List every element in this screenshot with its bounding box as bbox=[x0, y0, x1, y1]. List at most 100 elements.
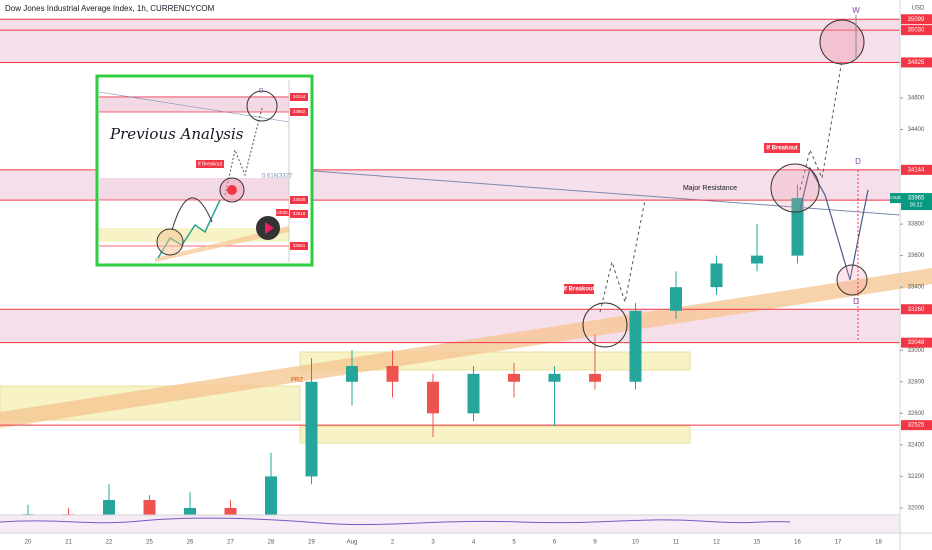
x-tick-label: 5 bbox=[512, 540, 516, 546]
candle-body bbox=[710, 263, 723, 288]
y-tick-label: 32400 bbox=[908, 442, 925, 448]
badge bbox=[564, 284, 594, 294]
y-tick-label: 32800 bbox=[908, 379, 925, 385]
price-tag bbox=[901, 25, 932, 36]
price-tag-text: 33260 bbox=[908, 307, 925, 313]
price-tag bbox=[901, 14, 932, 25]
x-tick-label: 26 bbox=[187, 540, 194, 546]
y-tick-label: 32200 bbox=[908, 474, 925, 480]
inset-tag bbox=[290, 242, 308, 250]
inset-tag-text: 32561 bbox=[293, 243, 306, 248]
axis: 32000 32200 32400 32600 32800 33000 33400 33600… bbox=[25, 14, 932, 546]
wave-label: D bbox=[855, 157, 861, 166]
x-tick-label: 11 bbox=[673, 540, 680, 546]
candle-body bbox=[265, 476, 277, 515]
zone bbox=[0, 309, 900, 343]
x-tick-label: 6 bbox=[553, 540, 557, 546]
badge bbox=[764, 143, 800, 153]
x-tick-label: 29 bbox=[308, 540, 315, 546]
prz-box bbox=[299, 425, 691, 444]
wave-label: D bbox=[853, 297, 859, 306]
trend-band bbox=[0, 268, 932, 428]
x-tick-label: 10 bbox=[632, 540, 639, 546]
candle-body bbox=[589, 373, 601, 382]
x-tick-label: 27 bbox=[227, 540, 234, 546]
x-tick-label: 28 bbox=[268, 540, 275, 546]
inset-tag-text: 32918 bbox=[293, 211, 306, 216]
y-tick-label: 33400 bbox=[908, 285, 925, 291]
inset-label: D bbox=[259, 89, 264, 95]
price-tag-text: 32525 bbox=[908, 423, 925, 429]
candle-body bbox=[629, 310, 642, 382]
price-tag bbox=[901, 304, 932, 315]
inset-tag bbox=[290, 196, 308, 204]
price-tag-text: 34825 bbox=[908, 60, 925, 66]
current-symbol-tag bbox=[890, 193, 902, 204]
candle-body bbox=[305, 381, 318, 477]
inset: Previous Analysis If Breakout D 0.618(33… bbox=[95, 74, 314, 267]
current-symbol: US30 bbox=[890, 195, 902, 200]
x-tick-label: 17 bbox=[835, 540, 842, 546]
x-tick-label: 3 bbox=[431, 540, 435, 546]
x-tick-label: 16 bbox=[794, 540, 801, 546]
y-tick-label: 34600 bbox=[908, 96, 925, 102]
x-tick-label: 25 bbox=[146, 540, 153, 546]
axis-unit: USD bbox=[912, 6, 925, 12]
levels bbox=[0, 18, 900, 426]
inset-tag-text: 33952 bbox=[293, 109, 306, 114]
indicator-pane bbox=[0, 514, 932, 534]
badge-text: If Breakout bbox=[766, 146, 797, 152]
inset-tag bbox=[290, 108, 308, 116]
x-tick-label: Aug bbox=[347, 540, 358, 546]
candle-body bbox=[670, 287, 682, 311]
inset-tag bbox=[290, 210, 308, 218]
current-price: 33965 bbox=[908, 196, 925, 202]
x-tick-label: 18 bbox=[875, 540, 882, 546]
x-tick-label: 22 bbox=[106, 540, 113, 546]
current-price-tag bbox=[901, 193, 932, 211]
price-tag-text: 34144 bbox=[908, 167, 925, 173]
candles bbox=[22, 184, 804, 516]
price-tag bbox=[901, 337, 932, 348]
countdown: 00:22 bbox=[910, 202, 923, 208]
candle-body bbox=[548, 373, 561, 382]
candle-body bbox=[346, 366, 358, 382]
x-tick-label: 9 bbox=[593, 540, 597, 546]
price-tag bbox=[901, 420, 932, 431]
x-tick-label: 20 bbox=[25, 540, 32, 546]
candle-body bbox=[386, 366, 399, 382]
projections bbox=[599, 59, 843, 313]
inset-tag-text: 33048 bbox=[293, 197, 306, 202]
candle-body bbox=[103, 500, 115, 515]
circles bbox=[582, 19, 868, 348]
price-tag-text: 33048 bbox=[908, 340, 925, 346]
annotation: PRZ bbox=[291, 378, 303, 384]
zones bbox=[0, 19, 900, 343]
inset-tag-text: 34144 bbox=[293, 94, 306, 99]
inset-badge: If Breakout bbox=[198, 161, 223, 167]
x-tick-label: 4 bbox=[472, 540, 476, 546]
candle-body bbox=[751, 255, 763, 264]
price-tag-text: 35030 bbox=[908, 28, 925, 34]
candle-body bbox=[184, 507, 196, 515]
inset-title: Previous Analysis bbox=[109, 125, 244, 143]
price-tag bbox=[901, 57, 932, 68]
annotation: Major Resistance bbox=[683, 185, 737, 192]
inset-label: US30 bbox=[276, 210, 288, 215]
inset-tag bbox=[290, 93, 308, 101]
x-tick-label: 2 bbox=[391, 540, 395, 546]
y-tick-label: 33000 bbox=[908, 348, 925, 354]
y-tick-label: 32000 bbox=[908, 506, 925, 512]
price-tag-text: 35099 bbox=[908, 17, 925, 23]
x-tick-label: 15 bbox=[754, 540, 761, 546]
zone bbox=[0, 19, 900, 63]
candle-body bbox=[143, 500, 156, 515]
x-tick-label: 21 bbox=[65, 540, 72, 546]
forecast-path bbox=[799, 166, 869, 281]
y-tick-label: 33600 bbox=[908, 253, 925, 259]
y-tick-label: 34400 bbox=[908, 127, 925, 133]
y-tick-label: 32600 bbox=[908, 411, 925, 417]
candle-body bbox=[508, 373, 520, 382]
candle-body bbox=[427, 381, 439, 414]
